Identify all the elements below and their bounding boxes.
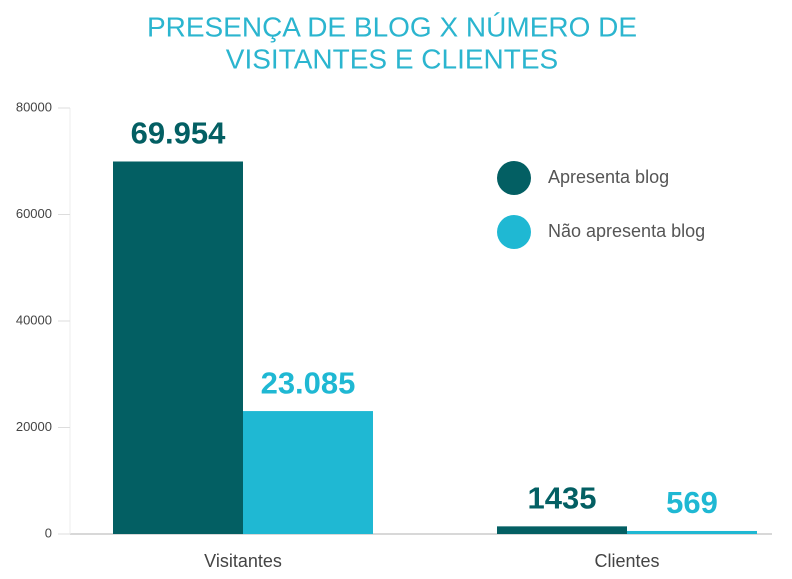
bar	[497, 526, 627, 534]
y-tick-label: 0	[45, 525, 52, 540]
bar	[627, 530, 757, 534]
legend-label: Apresenta blog	[548, 167, 669, 187]
bar	[113, 161, 243, 535]
chart-title: VISITANTES E CLIENTES	[226, 43, 558, 74]
value-label: 1435	[528, 481, 597, 516]
y-tick-label: 80000	[16, 99, 52, 114]
x-tick-label: Clientes	[594, 551, 659, 571]
value-label: 23.085	[261, 365, 356, 400]
chart-title: PRESENÇA DE BLOG X NÚMERO DE	[147, 11, 637, 42]
y-tick-label: 60000	[16, 206, 52, 221]
legend-label: Não apresenta blog	[548, 221, 705, 241]
y-tick-label: 40000	[16, 312, 52, 327]
bar	[243, 411, 373, 534]
legend-marker	[497, 215, 531, 249]
value-label: 569	[666, 485, 718, 520]
legend-marker	[497, 161, 531, 195]
y-tick-label: 20000	[16, 419, 52, 434]
value-label: 69.954	[131, 116, 227, 151]
x-tick-label: Visitantes	[204, 551, 282, 571]
